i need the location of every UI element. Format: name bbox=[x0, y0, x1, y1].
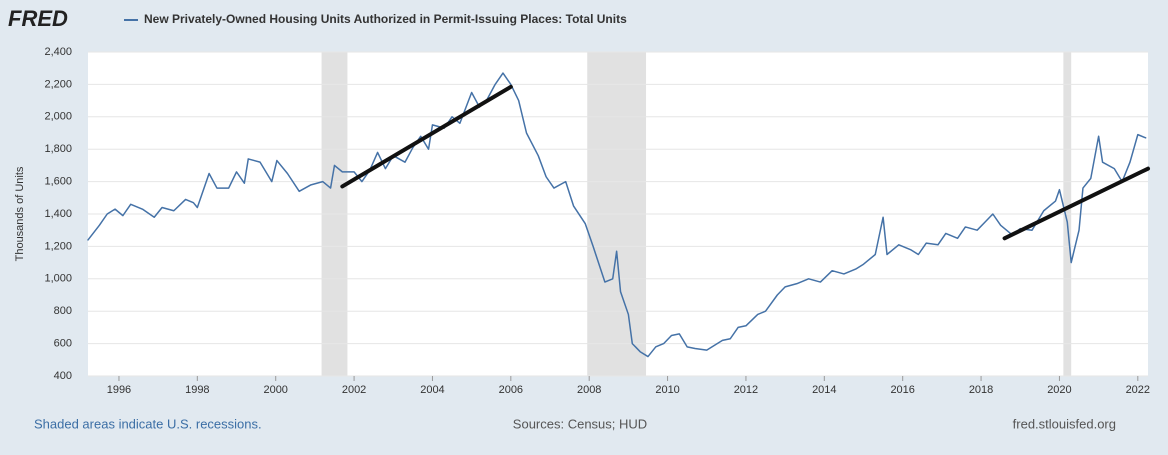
y-tick-label: 1,200 bbox=[44, 240, 72, 252]
x-tick-label: 2016 bbox=[890, 384, 914, 396]
y-tick-label: 2,400 bbox=[44, 46, 72, 58]
x-tick-label: 2008 bbox=[577, 384, 601, 396]
y-axis-label: Thousands of Units bbox=[14, 166, 26, 261]
y-tick-label: 1,800 bbox=[44, 143, 72, 155]
y-tick-label: 2,000 bbox=[44, 111, 72, 123]
y-tick-label: 1,000 bbox=[44, 273, 72, 285]
x-tick-label: 2000 bbox=[263, 384, 287, 396]
x-tick-label: 1996 bbox=[107, 384, 131, 396]
site: fred.stlouisfed.org bbox=[1013, 416, 1116, 431]
x-tick-label: 2010 bbox=[655, 384, 679, 396]
y-tick-label: 600 bbox=[54, 338, 72, 350]
x-tick-label: 2018 bbox=[969, 384, 993, 396]
x-tick-label: 2006 bbox=[499, 384, 523, 396]
source: Sources: Census; HUD bbox=[513, 416, 647, 431]
y-tick-label: 2,200 bbox=[44, 78, 72, 90]
trend-line bbox=[1002, 166, 1150, 241]
recession-note: Shaded areas indicate U.S. recessions. bbox=[34, 416, 262, 431]
y-tick-label: 400 bbox=[54, 370, 72, 382]
x-tick-label: 2014 bbox=[812, 384, 836, 396]
x-tick-label: 2020 bbox=[1047, 384, 1071, 396]
y-tick-label: 1,600 bbox=[44, 176, 72, 188]
x-tick-label: 2022 bbox=[1126, 384, 1150, 396]
y-tick-label: 800 bbox=[54, 305, 72, 317]
x-tick-label: 2002 bbox=[342, 384, 366, 396]
x-tick-label: 2004 bbox=[420, 384, 444, 396]
y-tick-label: 1,400 bbox=[44, 208, 72, 220]
series-line bbox=[87, 72, 1147, 358]
logo: FRED bbox=[8, 6, 68, 31]
legend-entry: New Privately-Owned Housing Units Author… bbox=[144, 12, 627, 26]
trend-line bbox=[340, 84, 513, 189]
x-tick-label: 1998 bbox=[185, 384, 209, 396]
x-tick-label: 2012 bbox=[734, 384, 758, 396]
